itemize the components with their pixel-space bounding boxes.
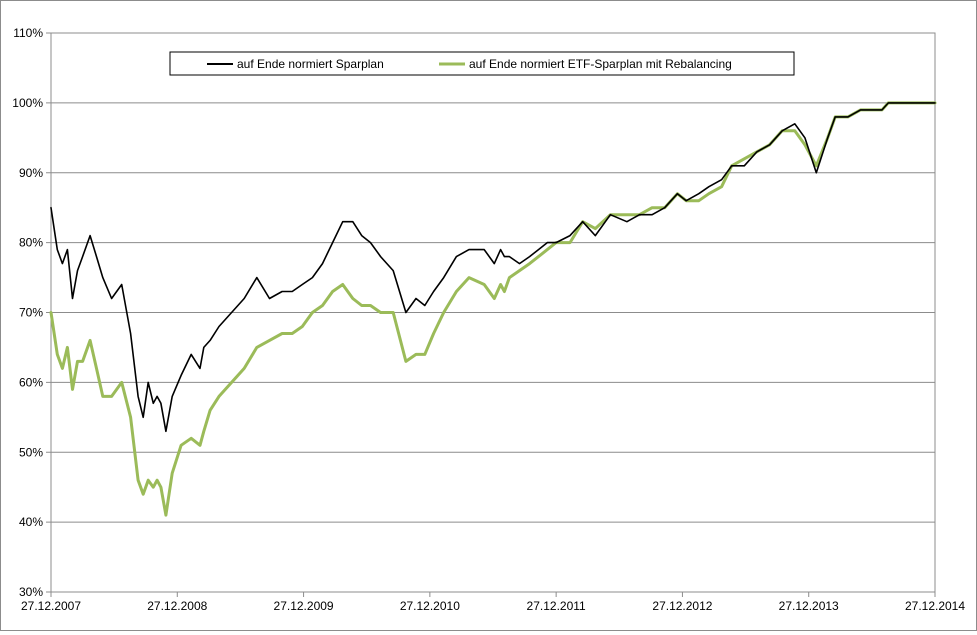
y-tick-label: 70%: [19, 306, 43, 320]
x-tick-label: 27.12.2013: [779, 599, 839, 613]
y-tick-label: 100%: [12, 96, 43, 110]
grid-lines: [46, 32, 936, 597]
y-tick-label: 60%: [19, 375, 43, 389]
series-lines: [49, 101, 937, 517]
legend-box: [169, 51, 795, 76]
y-tick-label: 90%: [19, 166, 43, 180]
legend: auf Ende normiert Sparplan auf Ende norm…: [169, 51, 795, 76]
x-tick-label: 27.12.2014: [905, 599, 965, 613]
x-tick-label: 27.12.2007: [21, 599, 81, 613]
y-axis-tick-labels: 30% 40% 50% 60% 70% 80% 90% 100% 110%: [12, 26, 43, 599]
y-tick-label: 80%: [19, 236, 43, 250]
y-tick-label: 40%: [19, 515, 43, 529]
y-tick-label: 30%: [19, 585, 43, 599]
x-axis-tick-labels: 27.12.2007 27.12.2008 27.12.2009 27.12.2010…: [21, 599, 965, 613]
legend-label-etf-sparplan: auf Ende normiert ETF-Sparplan mit Rebal…: [469, 57, 732, 71]
series-line-sparplan: [50, 102, 936, 433]
x-tick-label: 27.12.2008: [147, 599, 207, 613]
y-tick-label: 110%: [13, 26, 43, 40]
x-tick-label: 27.12.2009: [274, 599, 334, 613]
x-tick-label: 27.12.2012: [652, 599, 712, 613]
x-tick-label: 27.12.2011: [527, 599, 586, 613]
legend-label-sparplan: auf Ende normiert Sparplan: [237, 57, 384, 71]
series-line-etf-sparplan: [49, 101, 937, 517]
x-tick-label: 27.12.2010: [400, 599, 460, 613]
y-tick-label: 50%: [19, 445, 43, 459]
